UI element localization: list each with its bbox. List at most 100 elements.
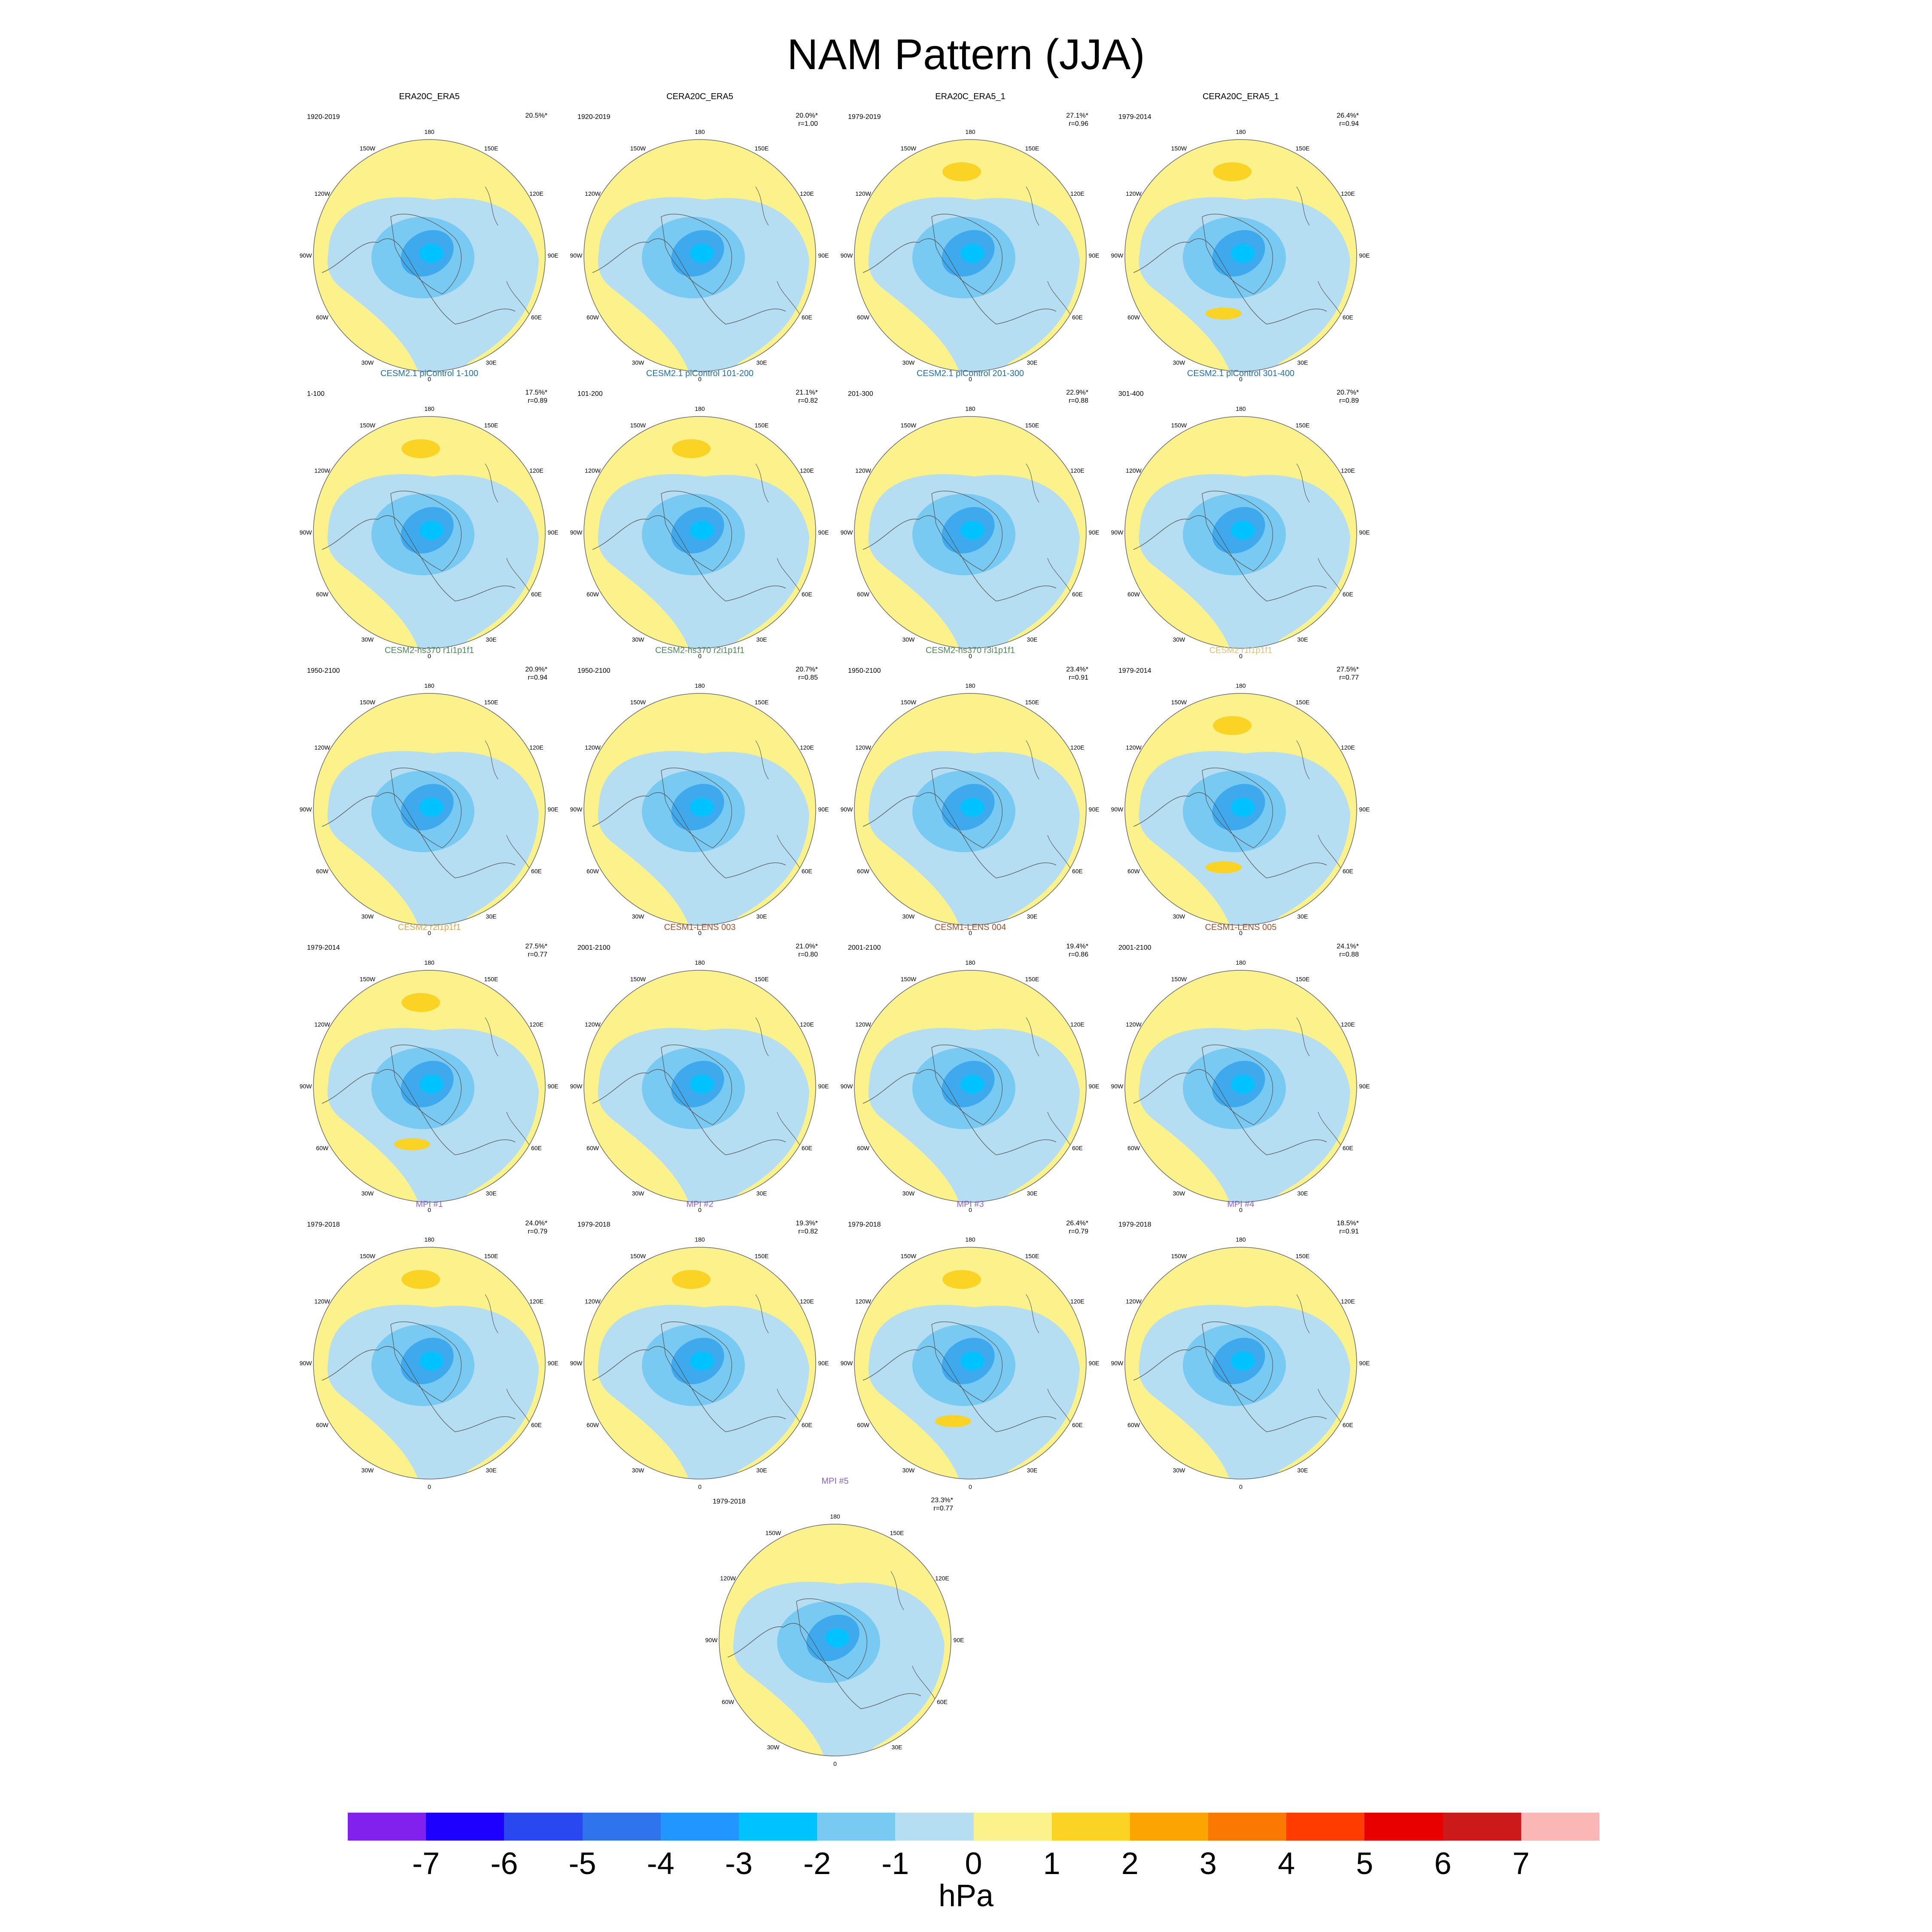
coastline — [661, 1045, 732, 1125]
longitude-label: 150W — [1171, 145, 1187, 152]
longitude-label: 30W — [1173, 636, 1186, 643]
longitude-label: 60E — [802, 1145, 812, 1151]
map-panel: CESM2-hs370 r3i1p1f1 1950-2100 23.4%* r=0.9… — [831, 644, 1110, 936]
longitude-label: 150W — [360, 145, 376, 152]
longitude-label: 60W — [1127, 1422, 1140, 1428]
longitude-label: 150W — [901, 699, 917, 706]
longitude-label: 90W — [705, 1637, 718, 1643]
coastline — [727, 1623, 921, 1709]
longitude-label: 60W — [586, 591, 599, 598]
longitude-label: 60E — [531, 314, 542, 321]
explained-variance: 27.1%* — [1066, 112, 1088, 119]
panel-period: 1979-2014 — [1118, 667, 1151, 674]
coastline — [592, 238, 786, 325]
coastline — [1133, 515, 1327, 601]
map-boundary — [719, 1524, 951, 1756]
longitude-label: 60W — [586, 1145, 599, 1151]
colorbar-bin — [1364, 1813, 1443, 1841]
pattern-correlation: r=0.89 — [528, 397, 547, 404]
longitude-label: 120W — [585, 190, 601, 197]
map-panel: ERA20C_ERA5_1 1979-2019 27.1%* r=0.96 180 150… — [831, 90, 1110, 383]
longitude-label: 150W — [1171, 422, 1187, 429]
panel-period: 1979-2014 — [1118, 113, 1151, 121]
longitude-label: 90E — [548, 1360, 559, 1367]
longitude-label: 180 — [1236, 1236, 1246, 1243]
longitude-label: 0 — [1239, 376, 1242, 383]
longitude-label: 90E — [818, 1360, 829, 1367]
polar-map: 180 150E 120E 90E 60E 30E 0 30W 60W 90W 120W 150W — [1111, 1236, 1370, 1490]
polar-map: 180 150E 120E 90E 60E 30E 0 30W 60W 90W 120W 150W — [300, 959, 559, 1213]
explained-variance: 20.7%* — [1337, 389, 1359, 396]
explained-variance: 19.4%* — [1066, 943, 1088, 950]
pattern-correlation: r=0.85 — [798, 674, 818, 681]
longitude-label: 120W — [855, 1021, 871, 1028]
negative-anomaly-peak — [1231, 244, 1255, 263]
explained-variance: 17.5%* — [525, 389, 547, 396]
longitude-label: 120W — [855, 190, 871, 197]
coastline — [592, 1069, 786, 1155]
polar-map: 180 150E 120E 90E 60E 30E 0 30W 60W 90W 120W 150W — [300, 1236, 559, 1490]
map-panel: CESM2 r1i1p1f1 1979-2014 27.5%* r=0.77 180 15… — [1101, 644, 1380, 936]
explained-variance: 27.5%* — [525, 943, 547, 950]
coastline — [931, 768, 1002, 848]
longitude-label: 30W — [632, 359, 645, 366]
panel-stats: 20.7%* r=0.89 — [1337, 389, 1359, 405]
longitude-label: 30E — [1297, 636, 1308, 643]
longitude-label: 150W — [360, 976, 376, 983]
longitude-label: 90E — [1359, 806, 1370, 813]
pattern-correlation: r=0.86 — [1069, 951, 1088, 958]
colorbar-tick-label: 3 — [1200, 1847, 1217, 1881]
panel-period: 1979-2018 — [577, 1221, 611, 1228]
polar-map: 180 150E 120E 90E 60E 30E 0 30W 60W 90W 120W 150W — [1111, 682, 1370, 936]
longitude-label: 0 — [969, 930, 972, 936]
longitude-label: 120E — [800, 190, 814, 197]
panel-stats: 18.5%* r=0.91 — [1337, 1219, 1359, 1236]
map-panel: CESM2-hs370 r2i1p1f1 1950-2100 20.7%* r=0.8… — [560, 644, 839, 936]
longitude-label: 60E — [1072, 1145, 1083, 1151]
positive-anomaly-peak — [394, 1138, 430, 1150]
longitude-label: 180 — [424, 959, 434, 966]
panel-stats: 20.9%* r=0.94 — [525, 665, 547, 682]
map-boundary — [583, 693, 816, 926]
longitude-label: 60W — [857, 868, 870, 875]
pattern-correlation: r=0.77 — [528, 951, 547, 958]
longitude-label: 60W — [316, 591, 329, 598]
panel-stats: 17.5%* r=0.89 — [525, 389, 547, 405]
colorbar-bin — [1130, 1813, 1209, 1841]
longitude-label: 120W — [855, 1298, 871, 1305]
longitude-label: 180 — [424, 682, 434, 689]
longitude-label: 0 — [1239, 930, 1242, 936]
longitude-label: 30E — [1027, 636, 1038, 643]
panel-stats: 20.0%* r=1.00 — [796, 112, 818, 128]
longitude-label: 30W — [361, 913, 374, 920]
longitude-label: 150W — [360, 422, 376, 429]
longitude-label: 180 — [695, 405, 705, 412]
longitude-label: 150E — [484, 699, 498, 706]
colorbar-tick-label: -4 — [647, 1847, 674, 1881]
longitude-label: 60W — [586, 314, 599, 321]
longitude-label: 30W — [1173, 1190, 1186, 1197]
longitude-label: 90W — [841, 252, 854, 259]
coastline — [592, 1346, 786, 1432]
longitude-label: 150W — [630, 1253, 646, 1260]
colorbar-bin — [1443, 1813, 1521, 1841]
longitude-label: 150E — [755, 422, 769, 429]
explained-variance: 24.1%* — [1337, 943, 1359, 950]
map-boundary — [313, 416, 546, 649]
positive-anomaly-peak — [401, 993, 440, 1012]
positive-anomaly-peak — [672, 439, 711, 458]
negative-anomaly-peak — [960, 244, 984, 263]
panel-stats: 21.1%* r=0.82 — [796, 389, 818, 405]
positive-anomaly-peak — [401, 439, 440, 458]
positive-anomaly-peak — [1206, 861, 1242, 873]
colorbar-bin — [817, 1813, 896, 1841]
coastline — [322, 1069, 516, 1155]
longitude-label: 90E — [1359, 1083, 1370, 1090]
negative-anomaly-peak — [1231, 521, 1255, 540]
polar-map: 180 150E 120E 90E 60E 30E 0 30W 60W 90W 120W 150W — [705, 1513, 964, 1767]
longitude-label: 90E — [1089, 806, 1100, 813]
longitude-label: 0 — [969, 1206, 972, 1213]
map-panel: MPI #4 1979-2018 18.5%* r=0.91 180 150E 120E 90… — [1101, 1198, 1380, 1490]
longitude-label: 150W — [630, 976, 646, 983]
longitude-label: 120E — [1070, 744, 1084, 751]
